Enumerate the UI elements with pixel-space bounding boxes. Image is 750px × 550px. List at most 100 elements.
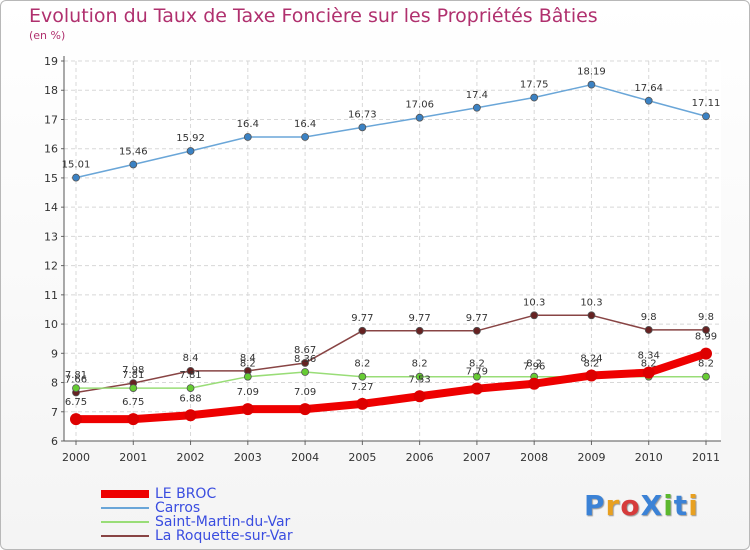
x-tick-label: 2004 xyxy=(291,451,319,464)
data-point xyxy=(702,326,710,334)
data-label: 8.2 xyxy=(240,359,256,370)
data-point xyxy=(72,384,80,392)
data-label: 16.4 xyxy=(294,119,316,130)
data-point xyxy=(473,103,481,112)
data-point xyxy=(642,366,655,379)
data-point xyxy=(700,347,712,360)
data-point xyxy=(528,377,541,390)
data-point xyxy=(530,311,539,320)
data-point xyxy=(585,369,598,382)
data-label: 7.81 xyxy=(179,370,201,381)
data-point xyxy=(127,413,140,426)
data-point xyxy=(186,147,195,155)
x-tick-label: 2005 xyxy=(348,451,376,464)
data-point xyxy=(241,403,254,416)
data-point xyxy=(301,359,309,367)
y-tick-label: 7 xyxy=(51,406,58,419)
data-point xyxy=(129,160,138,169)
x-tick-label: 2007 xyxy=(463,451,491,464)
data-point xyxy=(358,123,367,132)
legend-label: LE BROC xyxy=(155,486,217,502)
data-label: 7.79 xyxy=(466,367,488,378)
y-tick-label: 6 xyxy=(51,435,58,448)
data-label: 7.98 xyxy=(122,365,144,376)
data-point xyxy=(186,384,195,392)
legend: LE BROC Carros Saint-Martin-du-Var La Roque… xyxy=(101,487,293,543)
data-point xyxy=(644,326,653,334)
data-label: 9.77 xyxy=(409,313,431,324)
y-tick-label: 8 xyxy=(51,377,58,390)
data-label: 8.67 xyxy=(294,345,316,356)
data-point xyxy=(415,113,424,122)
legend-label: Carros xyxy=(155,500,201,516)
data-point xyxy=(473,326,481,335)
data-point xyxy=(358,326,367,335)
y-tick-label: 18 xyxy=(44,84,58,97)
data-label: 10.3 xyxy=(580,297,602,308)
data-label: 6.88 xyxy=(179,393,201,404)
data-point xyxy=(415,372,424,381)
data-label: 17.06 xyxy=(405,100,434,111)
data-label: 8.99 xyxy=(695,332,717,343)
data-label: 10.3 xyxy=(523,297,545,308)
x-tick-label: 2006 xyxy=(406,451,434,464)
data-point xyxy=(301,368,309,376)
x-tick-label: 2002 xyxy=(177,451,205,464)
y-tick-label: 16 xyxy=(44,143,58,156)
chart-subtitle: (en %) xyxy=(29,29,66,42)
y-tick-label: 17 xyxy=(44,113,58,126)
data-point xyxy=(243,133,252,141)
data-point xyxy=(702,372,710,381)
data-label: 17.75 xyxy=(520,80,549,91)
data-label: 8.2 xyxy=(526,359,542,370)
brand-logo: ProXiti xyxy=(584,489,699,522)
data-label: 8.2 xyxy=(469,359,485,370)
legend-item: Saint-Martin-du-Var xyxy=(101,515,293,529)
data-point xyxy=(356,397,369,410)
data-point xyxy=(470,382,483,395)
data-label: 7.66 xyxy=(65,374,87,385)
data-label: 8.36 xyxy=(294,354,316,365)
data-label: 6.75 xyxy=(122,397,144,408)
data-point xyxy=(299,403,312,416)
data-label: 8.2 xyxy=(412,359,428,370)
data-point xyxy=(184,409,197,422)
data-label: 7.81 xyxy=(122,370,144,381)
legend-swatch xyxy=(101,490,149,498)
data-label: 8.2 xyxy=(698,359,714,370)
data-label: 7.09 xyxy=(237,387,259,398)
data-point xyxy=(530,93,539,102)
data-label: 17.11 xyxy=(692,98,721,109)
legend-item: La Roquette-sur-Var xyxy=(101,529,293,543)
data-point xyxy=(644,96,653,105)
y-tick-label: 10 xyxy=(44,318,58,331)
data-label: 7.27 xyxy=(351,382,373,393)
plot-area xyxy=(64,61,721,441)
x-tick-label: 2011 xyxy=(692,451,720,464)
x-tick-label: 2010 xyxy=(635,451,663,464)
series-line-la-roquette-sur-var xyxy=(75,314,707,394)
chart-title: Evolution du Taux de Taxe Foncière sur l… xyxy=(29,5,598,27)
data-label: 16.73 xyxy=(348,109,377,120)
legend-item: Carros xyxy=(101,501,293,515)
data-point xyxy=(587,80,596,89)
y-tick-label: 12 xyxy=(44,260,58,273)
data-label: 7.96 xyxy=(523,362,545,373)
y-tick-label: 11 xyxy=(44,289,58,302)
x-tick-label: 2000 xyxy=(62,451,90,464)
data-point xyxy=(186,366,195,375)
data-point xyxy=(243,372,252,381)
y-tick-label: 14 xyxy=(44,201,58,214)
data-label: 8.2 xyxy=(641,359,657,370)
data-label: 8.34 xyxy=(638,351,660,362)
legend-label: La Roquette-sur-Var xyxy=(155,528,293,544)
data-point xyxy=(72,173,80,182)
data-point xyxy=(301,133,309,141)
data-label: 7.09 xyxy=(294,387,316,398)
data-label: 7.53 xyxy=(409,374,431,385)
data-label: 16.4 xyxy=(237,119,259,130)
data-label: 8.24 xyxy=(580,354,602,365)
x-tick-label: 2001 xyxy=(119,451,147,464)
